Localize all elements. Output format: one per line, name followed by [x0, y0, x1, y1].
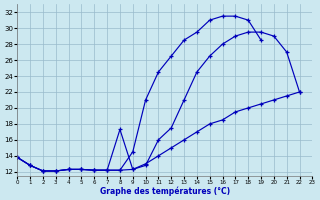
X-axis label: Graphe des températures (°C): Graphe des températures (°C) [100, 186, 230, 196]
